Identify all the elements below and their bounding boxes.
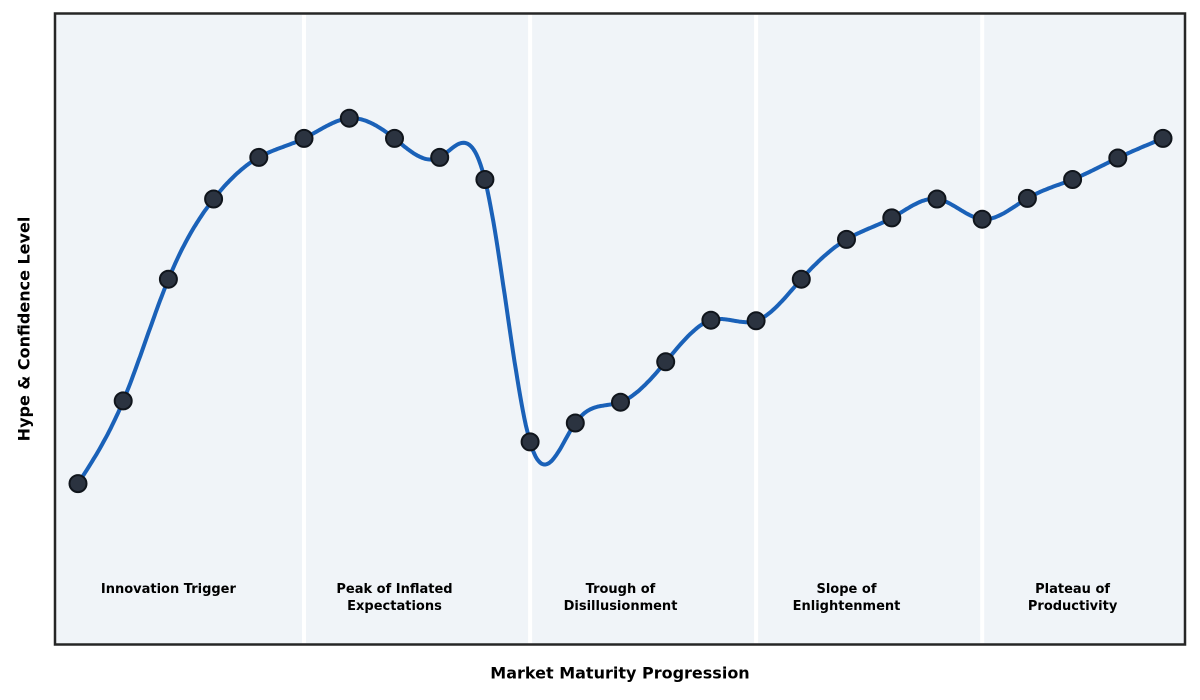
data-point-marker — [791, 269, 811, 289]
phase-label-slope-of-enlightenment: Slope of Enlightenment — [793, 581, 901, 615]
plot-area — [55, 13, 1185, 645]
data-point-marker — [701, 310, 721, 330]
data-point-marker — [475, 170, 495, 189]
plot-border — [53, 12, 1187, 646]
phase-label-line: Productivity — [1027, 599, 1118, 614]
data-point-marker — [430, 147, 450, 167]
y-axis-label: Hype & Confidence Level — [14, 216, 34, 442]
phase-label-line: Slope of — [816, 582, 877, 597]
phase-label-line: Plateau of — [1035, 582, 1111, 597]
data-point-marker — [656, 352, 676, 372]
phase-divider — [980, 14, 985, 644]
data-point-marker — [249, 147, 269, 167]
phase-label-line: Peak of Inflated — [336, 582, 453, 597]
data-point-marker — [68, 474, 88, 494]
phase-label-trough-of-disillusionment: Trough of Disillusionment — [564, 581, 678, 615]
data-point-marker — [882, 208, 902, 228]
x-axis-label: Market Maturity Progression — [490, 663, 750, 683]
phase-label-innovation-trigger: Innovation Trigger — [101, 581, 236, 598]
data-point-marker — [611, 392, 630, 412]
phase-label-line: Enlightenment — [792, 599, 901, 614]
data-point-marker — [1153, 128, 1173, 148]
data-point-marker — [294, 128, 314, 148]
phase-label-peak-of-inflated-expectations: Peak of Inflated Expectations — [336, 581, 452, 615]
data-point-marker — [1017, 188, 1037, 208]
phase-label-line: Disillusionment — [563, 599, 678, 614]
data-point-marker — [837, 229, 856, 249]
data-point-marker — [385, 128, 404, 148]
data-point-marker — [927, 189, 947, 209]
phase-divider — [528, 14, 533, 644]
data-point-marker — [746, 311, 766, 331]
data-point-marker — [339, 108, 359, 128]
data-point-marker — [1108, 148, 1128, 168]
phase-divider — [302, 14, 306, 644]
phase-label-plateau-of-productivity: Plateau of Productivity — [1028, 581, 1117, 615]
data-point-marker — [113, 391, 133, 411]
data-point-marker — [972, 209, 992, 229]
data-point-marker — [565, 413, 585, 433]
phase-label-line: Expectations — [347, 599, 442, 614]
data-point-marker — [158, 269, 178, 289]
data-point-marker — [204, 189, 224, 209]
data-point-marker — [520, 432, 540, 452]
data-point-marker — [1063, 170, 1083, 189]
phase-label-line: Trough of — [585, 582, 656, 597]
phase-label-line: Innovation Trigger — [100, 582, 236, 597]
